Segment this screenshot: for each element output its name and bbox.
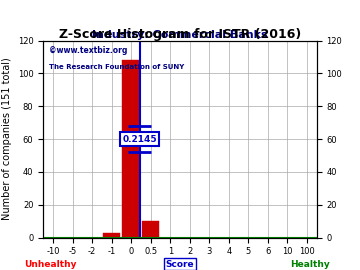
Text: Healthy: Healthy (290, 260, 329, 269)
Text: 0.2145: 0.2145 (122, 134, 157, 144)
Text: ©www.textbiz.org: ©www.textbiz.org (49, 46, 127, 55)
Title: Z-Score Histogram for ISTR (2016): Z-Score Histogram for ISTR (2016) (59, 28, 301, 40)
Text: Industry: Commercial Banks: Industry: Commercial Banks (92, 29, 268, 39)
Bar (122, 60, 140, 238)
Y-axis label: Number of companies (151 total): Number of companies (151 total) (2, 58, 12, 220)
Text: Unhealthy: Unhealthy (24, 260, 77, 269)
Bar (103, 233, 120, 238)
Bar (142, 221, 159, 238)
Text: Score: Score (166, 260, 194, 269)
Text: The Research Foundation of SUNY: The Research Foundation of SUNY (49, 64, 184, 70)
